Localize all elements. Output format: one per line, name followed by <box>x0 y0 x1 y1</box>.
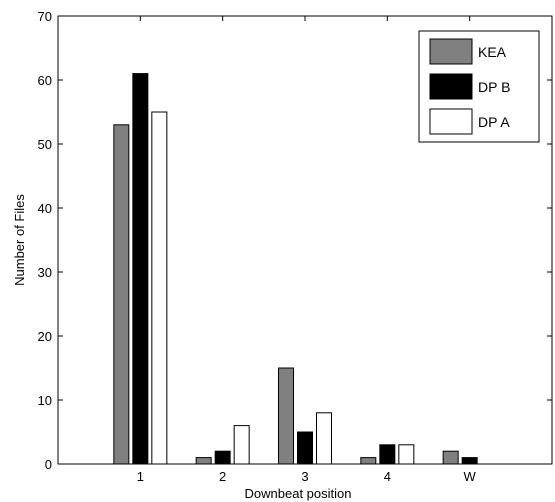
legend-label-kea: KEA <box>478 44 507 60</box>
x-tick-label: 2 <box>219 469 226 484</box>
y-tick-label: 70 <box>38 9 52 24</box>
y-tick-label: 0 <box>45 457 52 472</box>
bar-kea-2 <box>195 457 212 465</box>
bar-dp-a-3 <box>316 412 332 465</box>
bar-dp-b-1 <box>132 73 149 465</box>
legend-swatch-dp-b <box>429 73 473 100</box>
y-tick-label: 30 <box>38 265 52 280</box>
legend-swatch-kea <box>429 38 473 65</box>
legend-label-dp-b: DP B <box>478 79 510 95</box>
bars-group <box>113 73 478 465</box>
x-tick-label: 3 <box>301 469 308 484</box>
y-tick-label: 60 <box>38 73 52 88</box>
y-axis-label: Number of Files <box>12 194 27 286</box>
bar-kea-w <box>442 450 459 465</box>
bar-kea-1 <box>113 124 130 465</box>
bar-kea-4 <box>360 457 377 465</box>
x-tick-label: W <box>464 469 477 484</box>
bar-kea-3 <box>278 367 294 465</box>
x-axis-label: Downbeat position <box>245 486 352 501</box>
bar-dp-a-2 <box>233 425 250 465</box>
plot-frame <box>57 15 553 465</box>
y-tick-label: 50 <box>38 137 52 152</box>
bar-dp-a-4 <box>398 444 415 465</box>
ticks-group: 0 10 20 30 40 50 60 70 1 2 3 4 W <box>38 9 552 484</box>
x-tick-label: 1 <box>137 469 144 484</box>
y-tick-label: 40 <box>38 201 52 216</box>
legend-swatch-dp-a <box>429 108 473 135</box>
y-tick-label: 20 <box>38 329 52 344</box>
legend-label-dp-a: DP A <box>478 114 510 130</box>
y-tick-label: 10 <box>38 393 52 408</box>
x-tick-label: 4 <box>384 469 391 484</box>
legend: KEA DP B DP A <box>418 30 540 143</box>
bar-dp-a-1 <box>151 111 168 465</box>
